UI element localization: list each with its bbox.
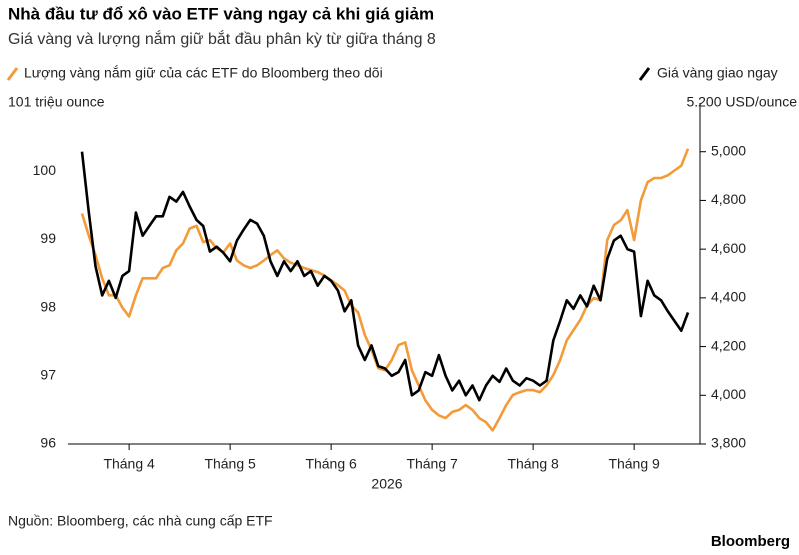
chart-subtitle: Giá vàng và lượng nắm giữ bắt đầu phân k… [8,29,436,48]
x-tick-label: Tháng 7 [406,456,458,472]
y2-tick-label: 4,400 [711,289,746,305]
y2-tick-label: 4,600 [711,240,746,256]
y2-tick-label: 5,000 [711,142,746,158]
series-line [80,151,690,402]
brand: Bloomberg [711,533,790,550]
y-tick-label: 101 triệu ounce [8,94,105,110]
y2-tick-label: 4,200 [711,337,746,353]
legend-label: Giá vàng giao ngay [657,65,778,81]
y-tick-label: 97 [40,367,56,383]
y-tick-label: 96 [40,435,56,451]
x-axis-label: 2026 [371,476,402,492]
series-line [80,148,690,432]
legend-swatch [638,67,651,81]
chart-title: Nhà đầu tư đổ xô vào ETF vàng ngay cả kh… [8,4,434,23]
y2-tick-label: 4,000 [711,386,746,402]
y2-tick-label: 5.200 USD/ounce [686,94,797,110]
y2-tick-label: 4,800 [711,191,746,207]
source: Nguồn: Bloomberg, các nhà cung cấp ETF [8,513,273,529]
legend-label: Lượng vàng nắm giữ của các ETF do Bloomb… [24,65,383,81]
legend-swatch [6,67,19,81]
y-tick-label: 99 [40,230,56,246]
y-tick-label: 98 [40,298,56,314]
x-tick-label: Tháng 9 [608,456,660,472]
x-tick-label: Tháng 4 [103,456,155,472]
x-tick-label: Tháng 5 [204,456,256,472]
x-tick-label: Tháng 8 [507,456,559,472]
y2-tick-label: 3,800 [711,435,746,451]
x-tick-label: Tháng 6 [305,456,357,472]
y-tick-label: 100 [33,162,57,178]
